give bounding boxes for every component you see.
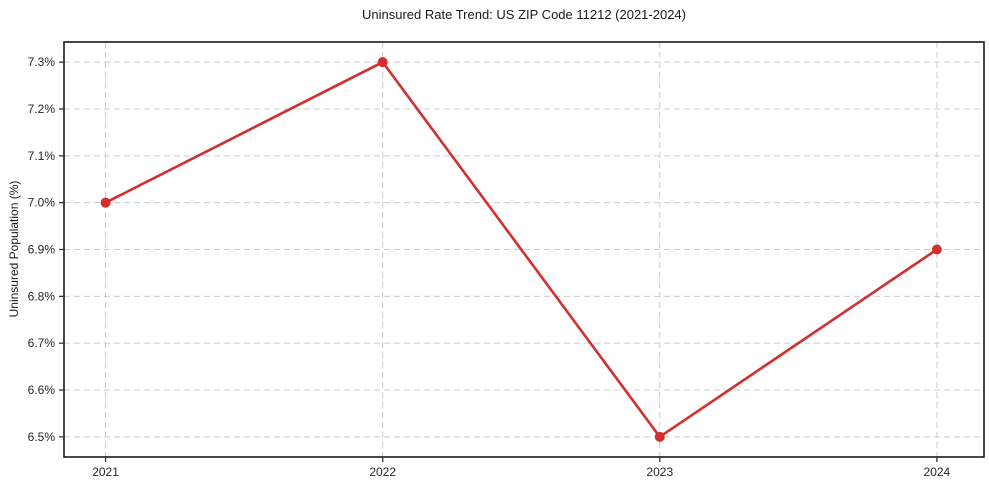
data-point <box>377 57 388 68</box>
x-tick-label: 2023 <box>646 465 673 479</box>
y-tick-label: 6.7% <box>28 336 56 350</box>
y-tick-label: 6.5% <box>28 430 56 444</box>
data-line <box>104 60 939 439</box>
data-point <box>654 431 665 442</box>
x-tick-label: 2021 <box>92 465 119 479</box>
chart-title: Uninsured Rate Trend: US ZIP Code 11212 … <box>362 7 686 22</box>
y-tick-label: 7.0% <box>28 196 56 210</box>
x-tick-label: 2024 <box>924 465 951 479</box>
data-point <box>931 244 942 255</box>
y-tick-label: 7.3% <box>28 55 56 69</box>
y-tick-label: 6.9% <box>28 243 56 257</box>
y-tick-label: 6.6% <box>28 383 56 397</box>
data-point <box>100 197 111 208</box>
x-tick-label: 2022 <box>369 465 396 479</box>
y-tick-label: 6.8% <box>28 289 56 303</box>
y-tick-label: 7.2% <box>28 102 56 116</box>
y-tick-label: 7.1% <box>28 149 56 163</box>
